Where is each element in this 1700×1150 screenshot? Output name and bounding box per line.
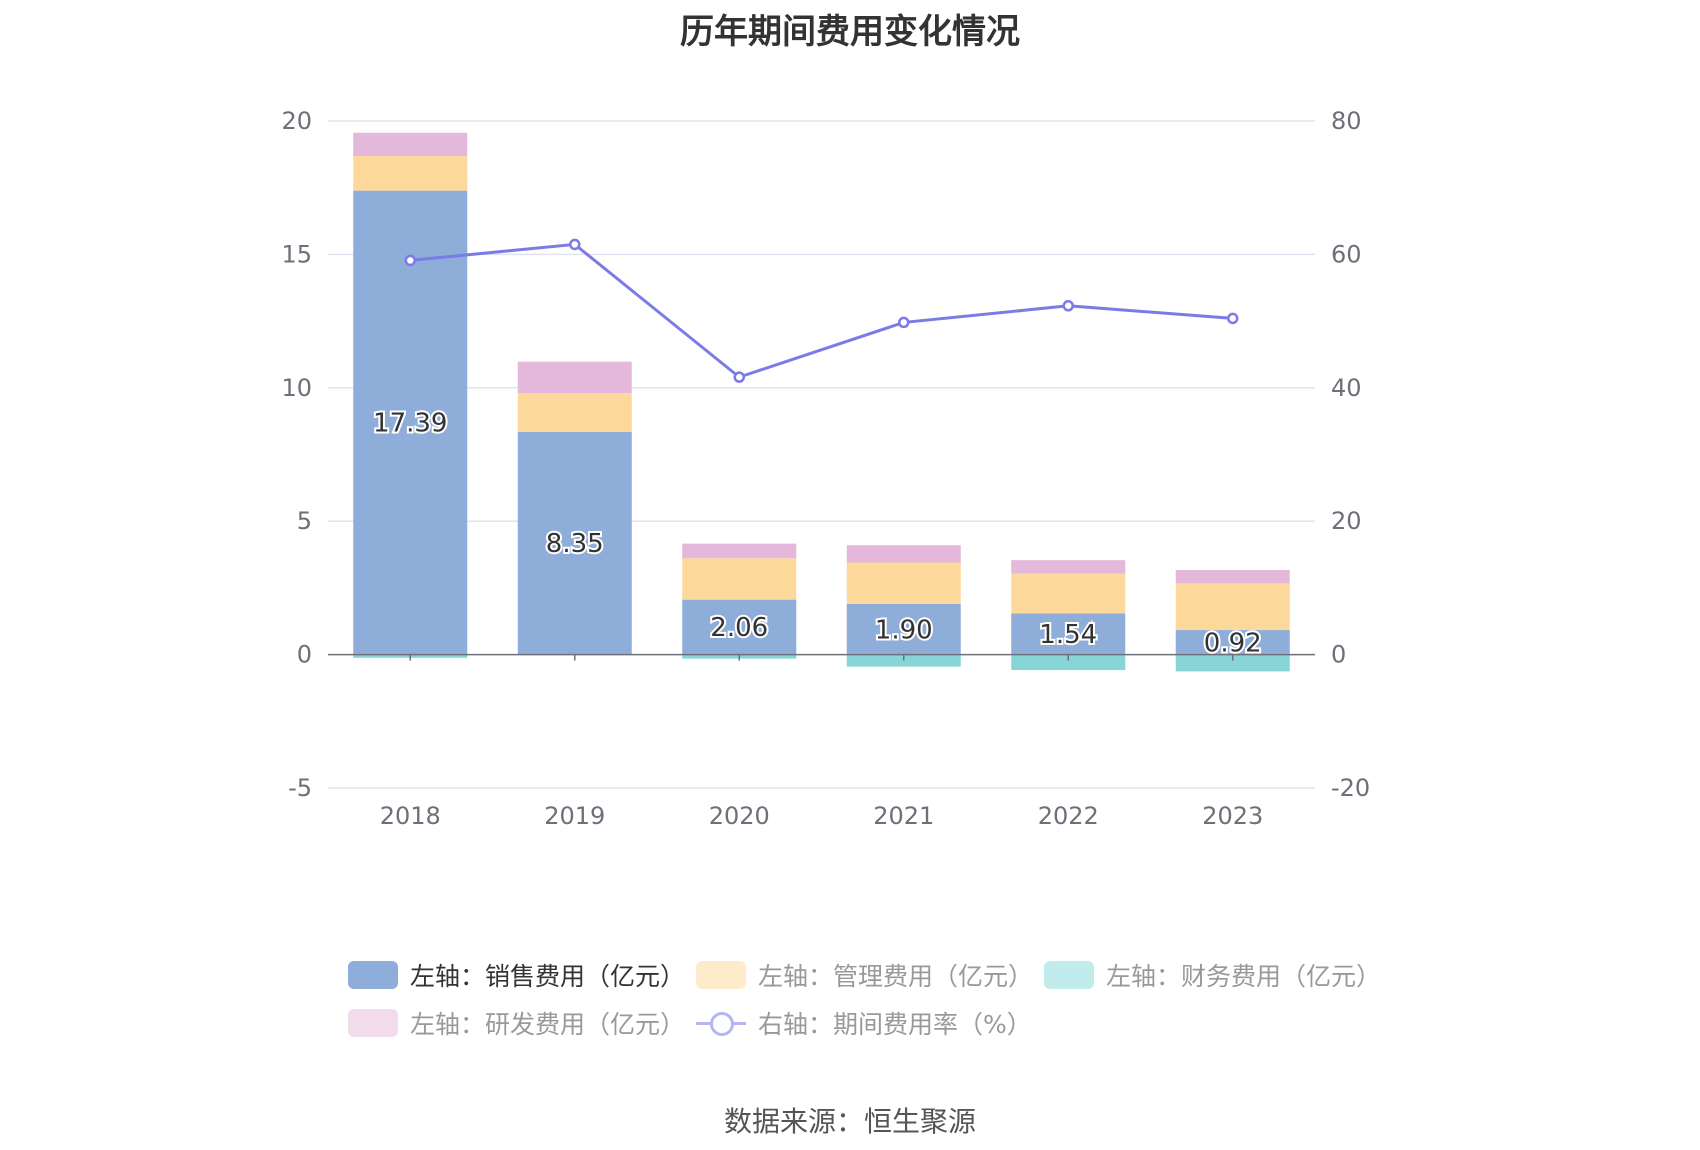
- bar-segment: [353, 190, 468, 655]
- legend-label: 左轴：财务费用（亿元）: [1106, 962, 1382, 991]
- legend-swatch: [348, 1009, 398, 1037]
- rate-point: [569, 238, 581, 251]
- bar-series: [353, 132, 1290, 672]
- right-tick-label: 80: [1331, 107, 1362, 135]
- bar-segment: [682, 558, 797, 600]
- right-tick-label: 60: [1331, 240, 1362, 268]
- legend-item[interactable]: 左轴：财务费用（亿元）: [1044, 958, 1381, 992]
- legend-label: 右轴：期间费用率（%）: [758, 1010, 1032, 1039]
- bar-segment: [1011, 613, 1126, 655]
- bar-data-label: 17.39: [373, 409, 447, 439]
- bar-segment: [682, 543, 797, 559]
- bar-segment: [1175, 583, 1290, 631]
- bar-data-label: 1.90: [875, 615, 933, 645]
- left-tick-label: 0: [297, 641, 312, 669]
- rate-point: [1062, 300, 1074, 312]
- rate-line: [410, 242, 1233, 379]
- legend-item[interactable]: 右轴：期间费用率（%）: [696, 1006, 1032, 1040]
- rate-point: [404, 254, 416, 267]
- bar-segment: [353, 132, 468, 156]
- x-tick-label: 2021: [873, 802, 934, 830]
- grid-lines: [328, 120, 1315, 789]
- bar-data-label: 0.92: [1204, 628, 1262, 658]
- left-tick-label: 5: [297, 507, 312, 535]
- left-tick-label: -5: [288, 774, 312, 802]
- bar-segment: [517, 431, 632, 655]
- right-axis: -20 0 20 40 60 80: [1331, 107, 1370, 802]
- left-tick-label: 20: [281, 107, 312, 135]
- right-tick-label: 20: [1331, 507, 1362, 535]
- x-tick-label: 2023: [1202, 802, 1263, 830]
- bar-segment: [846, 562, 961, 604]
- x-tick-label: 2020: [709, 802, 770, 830]
- x-tick-label: 2018: [380, 802, 441, 830]
- bar-data-label: 8.35: [546, 529, 604, 559]
- bar-segment: [1175, 654, 1290, 672]
- right-tick-label: -20: [1331, 774, 1370, 802]
- bar-data-label: 1.54: [1039, 620, 1097, 650]
- left-tick-label: 10: [281, 374, 312, 402]
- bar-segment: [1011, 573, 1126, 614]
- legend-item[interactable]: 左轴：管理费用（亿元）: [696, 958, 1033, 992]
- bar-data-labels: 17.39 8.35 2.06 1.90 1.54 0.92: [371, 407, 1264, 661]
- bar-segment: [1011, 560, 1126, 574]
- bar-segment: [846, 603, 961, 655]
- bar-data-label: 2.06: [710, 613, 768, 643]
- legend-label: 左轴：销售费用（亿元）: [410, 962, 686, 991]
- legend-item[interactable]: 左轴：研发费用（亿元）: [348, 1006, 685, 1040]
- legend-swatch: [348, 961, 398, 989]
- bar-segment: [517, 361, 632, 394]
- right-tick-label: 0: [1331, 641, 1346, 669]
- chart-title: 历年期间费用变化情况: [680, 12, 1020, 52]
- legend-item[interactable]: 左轴：销售费用（亿元）: [348, 958, 685, 992]
- source-note: 数据来源：恒生聚源: [723, 1105, 976, 1138]
- bar-segment: [353, 155, 468, 191]
- left-tick-label: 15: [281, 240, 312, 268]
- legend-swatch: [696, 961, 746, 989]
- legend-label: 左轴：研发费用（亿元）: [410, 1010, 686, 1039]
- rate-point: [1227, 312, 1239, 325]
- legend-label: 左轴：管理费用（亿元）: [758, 962, 1034, 991]
- bar-segment: [1175, 630, 1290, 655]
- right-tick-label: 40: [1331, 374, 1362, 402]
- bar-segment: [517, 393, 632, 432]
- left-axis: -5 0 5 10 15 20: [281, 107, 312, 802]
- line-series: [404, 238, 1239, 383]
- rate-point: [733, 371, 745, 383]
- legend-swatch: [1044, 961, 1094, 989]
- zero-axis-line: [328, 653, 1315, 661]
- bar-segment: [846, 545, 961, 563]
- rate-point: [898, 316, 910, 329]
- bar-segment: [1011, 654, 1126, 671]
- bar-segment: [846, 654, 961, 667]
- legend-line-marker-icon: [696, 1009, 746, 1037]
- bar-segment: [1175, 570, 1290, 584]
- bar-segment: [682, 599, 797, 655]
- x-tick-label: 2022: [1038, 802, 1099, 830]
- x-axis: 2018 2019 2020 2021 2022 2023: [380, 802, 1264, 830]
- x-tick-label: 2019: [544, 802, 605, 830]
